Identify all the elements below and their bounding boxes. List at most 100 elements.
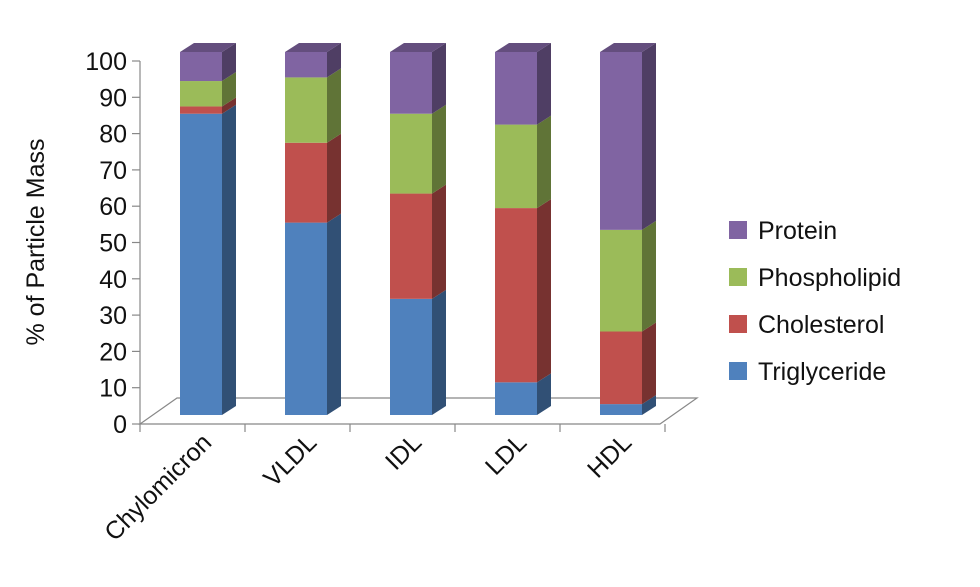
x-tick-label: LDL: [480, 428, 532, 480]
bar-segment-phospholipid: [180, 72, 236, 107]
bar-side: [432, 104, 446, 194]
bar-top: [180, 43, 236, 52]
y-tick-label: 30: [99, 302, 127, 330]
bar-segment-triglyceride: [180, 104, 236, 416]
legend-item-phospholipid: Phospholipid: [729, 264, 901, 292]
bar-side: [327, 68, 341, 143]
bar-side: [327, 43, 341, 78]
bar-segment-cholesterol: [390, 184, 446, 299]
bar-segment-protein: [495, 43, 551, 125]
bar-front: [285, 142, 327, 223]
legend-swatch: [729, 315, 747, 333]
bar-side: [432, 289, 446, 415]
bar-side: [327, 213, 341, 415]
bar-side: [327, 133, 341, 223]
legend-label: Phospholipid: [758, 264, 901, 292]
bar-side: [642, 322, 656, 405]
y-tick-label: 40: [99, 266, 127, 294]
bar-side: [222, 104, 236, 416]
bar-stack-chylomicron: [180, 43, 236, 416]
bar-segment-triglyceride: [285, 213, 341, 415]
bar-segment-cholesterol: [180, 97, 236, 114]
legend-label: Triglyceride: [758, 358, 886, 386]
x-tick-label: VLDL: [258, 428, 322, 492]
bar-front: [180, 81, 222, 107]
y-tick-label: 70: [99, 157, 127, 185]
bar-top: [495, 43, 551, 52]
bar-front: [495, 382, 537, 415]
y-tick-label: 80: [99, 121, 127, 149]
bar-side: [222, 72, 236, 107]
legend-item-cholesterol: Cholesterol: [729, 311, 884, 339]
bar-segment-phospholipid: [285, 68, 341, 143]
y-tick-label: 60: [99, 193, 127, 221]
bar-front: [180, 106, 222, 114]
legend-swatch: [729, 268, 747, 286]
bar-top: [390, 43, 446, 52]
bar-side: [432, 43, 446, 114]
legend: Protein Phospholipid Cholesterol Triglyceri…: [729, 217, 901, 386]
bar-segment-triglyceride: [600, 395, 656, 415]
bar-side: [222, 43, 236, 82]
y-tick-label: 10: [99, 375, 127, 403]
legend-item-protein: Protein: [729, 217, 837, 245]
y-tick-label: 50: [99, 230, 127, 258]
bar-segment-protein: [600, 43, 656, 230]
legend-swatch: [729, 221, 747, 239]
bar-segment-protein: [285, 43, 341, 78]
bar-front: [285, 52, 327, 78]
bar-top: [285, 43, 341, 52]
bar-segment-phospholipid: [600, 220, 656, 332]
y-axis-title: % of Particle Mass: [22, 138, 50, 345]
bar-front: [180, 113, 222, 416]
y-tick-label: 0: [113, 411, 127, 439]
bar-segment-cholesterol: [285, 133, 341, 223]
bar-front: [600, 331, 642, 405]
bar-front: [600, 229, 642, 332]
bar-stack-idl: [390, 43, 446, 415]
bar-top: [600, 43, 656, 52]
legend-item-triglyceride: Triglyceride: [729, 358, 886, 386]
bar-side: [537, 115, 551, 209]
bar-segment-cholesterol: [600, 322, 656, 405]
bar-front: [390, 298, 432, 415]
bar-segment-triglyceride: [390, 289, 446, 415]
legend-swatch: [729, 362, 747, 380]
bar-stack-hdl: [600, 43, 656, 415]
bar-side: [537, 199, 551, 383]
bar-front: [600, 404, 642, 415]
legend-label: Cholesterol: [758, 311, 884, 339]
x-tick-label: IDL: [380, 428, 427, 475]
bar-stack-vldl: [285, 43, 341, 415]
bar-side: [642, 220, 656, 332]
bar-segment-phospholipid: [495, 115, 551, 209]
y-tick-label: 20: [99, 338, 127, 366]
bar-side: [537, 43, 551, 125]
x-tick-label: HDL: [582, 428, 637, 483]
bar-side: [222, 97, 236, 114]
bar-front: [495, 52, 537, 125]
bar-front: [600, 52, 642, 230]
bar-front: [390, 113, 432, 194]
bar-side: [537, 373, 551, 415]
bar-segment-protein: [390, 43, 446, 114]
bar-segment-phospholipid: [390, 104, 446, 194]
bar-segment-triglyceride: [495, 373, 551, 415]
bar-front: [285, 222, 327, 415]
bar-side: [642, 43, 656, 230]
bar-front: [495, 124, 537, 209]
y-tick-label: 90: [99, 84, 127, 112]
legend-label: Protein: [758, 217, 837, 245]
y-tick-label: 100: [85, 48, 127, 76]
bar-front: [390, 52, 432, 114]
bar-segment-cholesterol: [495, 199, 551, 383]
bar-front: [285, 77, 327, 143]
x-tick-label: Chylomicron: [99, 428, 217, 546]
bar-front: [180, 52, 222, 82]
bar-front: [390, 193, 432, 299]
bar-side: [432, 184, 446, 299]
bar-stack-ldl: [495, 43, 551, 415]
bar-front: [495, 208, 537, 383]
bar-segment-protein: [180, 43, 236, 82]
